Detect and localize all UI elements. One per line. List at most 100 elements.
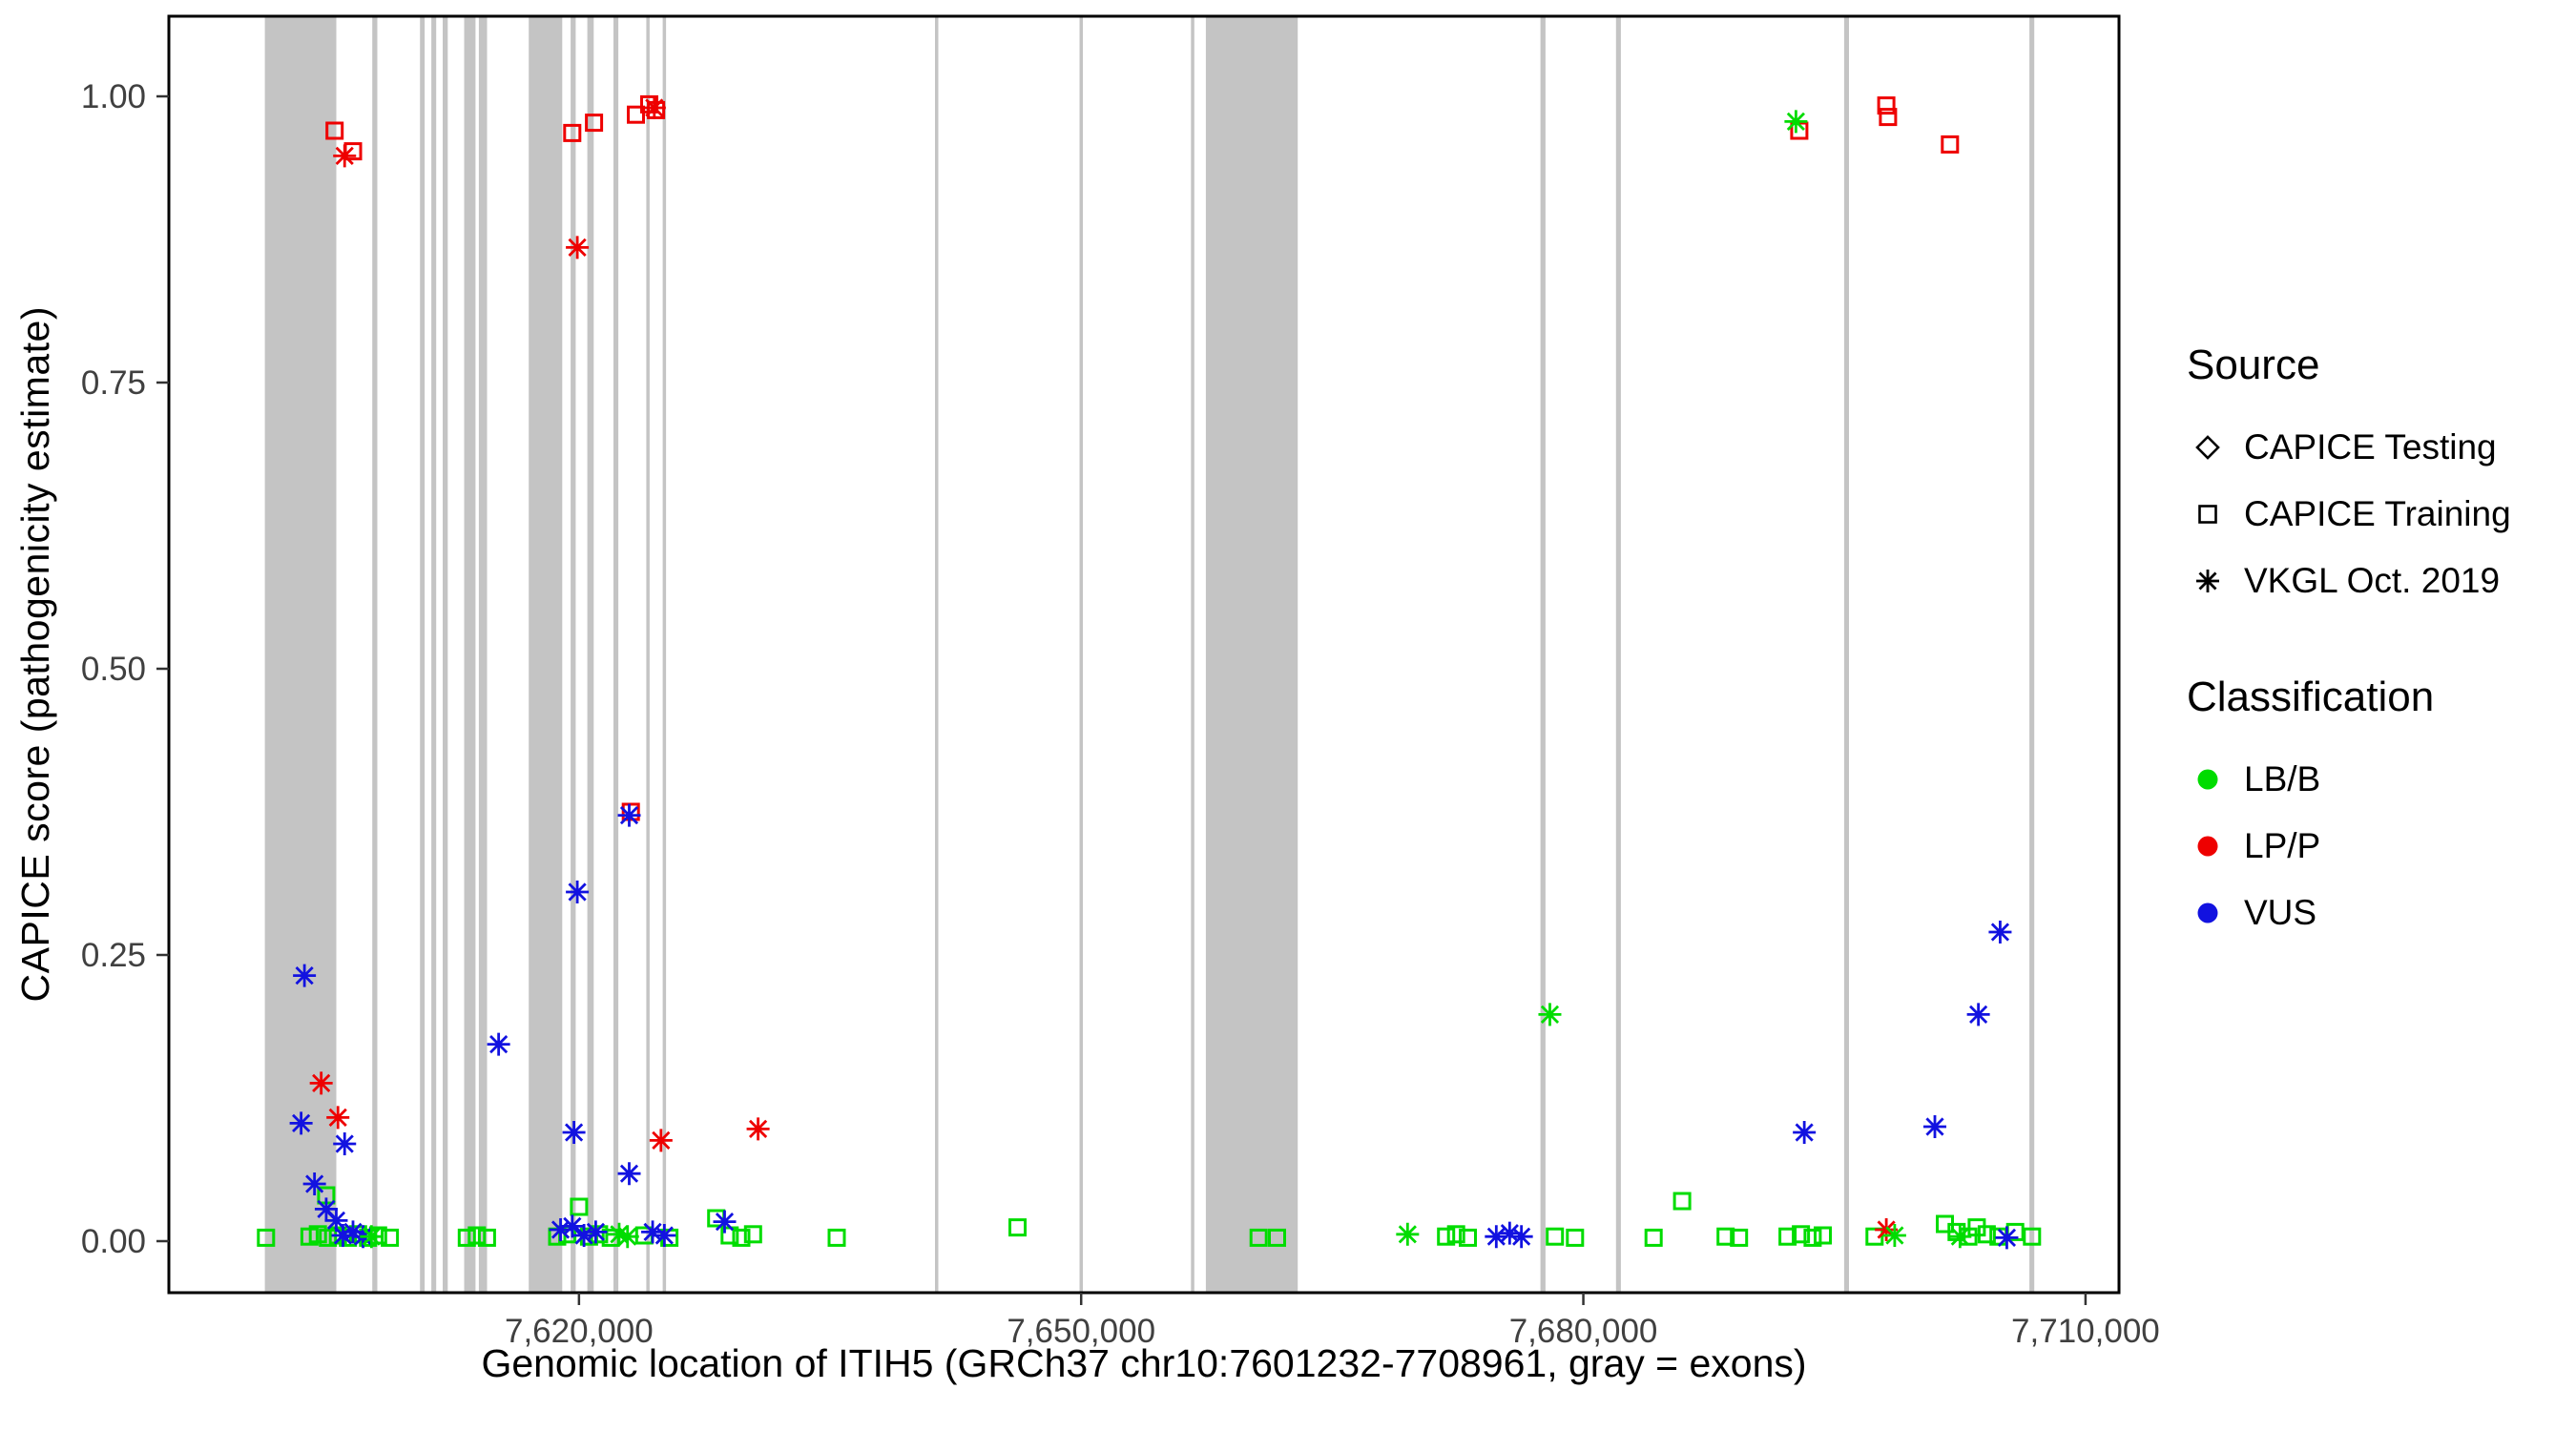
data-point-asterisk <box>562 1121 586 1144</box>
y-tick-label: 0.25 <box>81 937 146 974</box>
exon-band <box>1079 16 1083 1293</box>
data-point-square <box>1249 1228 1268 1247</box>
data-point-square <box>1730 1228 1749 1247</box>
legend-item-vus: VUS <box>2187 880 2568 946</box>
data-point-square <box>1877 96 1896 115</box>
y-tick-label: 0.75 <box>81 364 146 402</box>
data-point-asterisk <box>1485 1225 1508 1249</box>
data-point-asterisk <box>341 1220 364 1244</box>
data-point-asterisk <box>309 1071 333 1095</box>
data-point-asterisk <box>566 881 590 903</box>
y-tick-label: 0.50 <box>81 651 146 688</box>
data-point-square <box>308 1225 327 1244</box>
data-point-square <box>1459 1228 1477 1247</box>
data-point-asterisk <box>1498 1221 1522 1245</box>
data-point-square <box>585 114 604 133</box>
data-point-square <box>1268 1228 1286 1247</box>
data-point-square <box>1879 108 1898 127</box>
data-point-square <box>621 802 640 821</box>
data-point-asterisk <box>642 96 666 119</box>
data-point-square <box>1644 1228 1663 1247</box>
data-point-asterisk <box>1784 110 1808 134</box>
data-point-asterisk <box>746 1117 770 1141</box>
data-point-square <box>732 1228 751 1247</box>
legend-item-label: VUS <box>2244 893 2317 932</box>
y-axis-title: CAPICE score (pathogenicity estimate) <box>6 16 65 1293</box>
x-axis-title-text: Genomic location of ITIH5 (GRCh37 chr10:… <box>481 1341 1807 1385</box>
exon-band <box>1540 16 1546 1293</box>
exon-band <box>431 16 437 1293</box>
data-point-asterisk <box>1988 921 2012 944</box>
data-point-square <box>1716 1227 1735 1246</box>
data-point-square <box>1941 135 1960 154</box>
data-point-asterisk <box>333 144 357 168</box>
x-tick-label: 7,680,000 <box>1509 1313 1658 1350</box>
data-point-square <box>1814 1226 1832 1245</box>
legend-classification-title: Classification <box>2187 674 2435 720</box>
exon-band <box>264 16 337 1293</box>
data-point-square <box>477 1228 496 1247</box>
exon-band <box>571 16 576 1293</box>
data-point-square <box>1792 1225 1811 1244</box>
data-point-asterisk <box>584 1220 608 1244</box>
data-point-asterisk <box>560 1214 584 1238</box>
data-point-asterisk <box>487 1032 510 1056</box>
square-icon <box>2198 505 2217 524</box>
data-point-square <box>570 1197 589 1216</box>
data-point-square <box>647 100 666 119</box>
data-point-asterisk <box>549 1218 572 1241</box>
data-point-square <box>627 105 645 124</box>
legend-item-label: VKGL Oct. 2019 <box>2244 561 2501 600</box>
legend-item-label: LB/B <box>2244 759 2321 798</box>
data-point-asterisk <box>1793 1121 1817 1144</box>
exon-band <box>1205 16 1298 1293</box>
red-dot-icon <box>2197 836 2218 857</box>
data-point-square <box>563 123 582 142</box>
data-point-asterisk <box>1948 1225 1972 1249</box>
data-point-asterisk <box>653 1224 676 1247</box>
data-point-asterisk <box>1995 1226 2019 1250</box>
data-point-square <box>1865 1227 1884 1246</box>
data-point-square <box>743 1225 762 1244</box>
data-point-asterisk <box>617 1162 641 1186</box>
legend-item-lbb: LB/B <box>2187 746 2568 813</box>
blue-dot-icon <box>2197 902 2218 923</box>
data-point-square <box>319 1228 338 1247</box>
data-point-asterisk <box>331 1224 355 1247</box>
x-tick-label: 7,710,000 <box>2011 1313 2160 1350</box>
panel-border <box>167 14 2121 1295</box>
data-point-square <box>1977 1225 1996 1244</box>
data-point-square <box>1778 1227 1797 1246</box>
exon-band <box>613 16 619 1293</box>
data-point-asterisk <box>293 964 317 987</box>
asterisk-icon <box>2196 570 2219 592</box>
data-point-asterisk <box>333 1132 357 1155</box>
data-point-asterisk <box>1509 1225 1533 1249</box>
exon-band <box>1843 16 1849 1293</box>
data-point-asterisk <box>566 236 590 259</box>
exon-band <box>372 16 378 1293</box>
exon-band <box>2029 16 2035 1293</box>
data-point-square <box>325 121 344 140</box>
diamond-icon <box>2195 435 2220 460</box>
data-point-asterisk <box>1875 1218 1899 1241</box>
y-axis-title-text: CAPICE score (pathogenicity estimate) <box>12 306 57 1003</box>
x-tick-label: 7,650,000 <box>1007 1313 1155 1350</box>
data-point-asterisk <box>713 1210 737 1234</box>
data-point-asterisk <box>302 1172 326 1195</box>
exon-band <box>662 16 667 1293</box>
data-point-square <box>1008 1218 1027 1237</box>
data-point-asterisk <box>607 1222 631 1246</box>
legend: Source CAPICE Testing CAPICE Training VK… <box>2187 342 2568 946</box>
data-point-asterisk <box>615 1225 639 1249</box>
data-point-square <box>1437 1227 1456 1246</box>
data-point-square <box>1803 1228 1822 1247</box>
legend-item-label: CAPICE Training <box>2244 494 2511 533</box>
exon-band <box>529 16 563 1293</box>
x-axis-title: Genomic location of ITIH5 (GRCh37 chr10:… <box>169 1341 2119 1386</box>
green-dot-icon <box>2197 769 2218 790</box>
data-point-square <box>2023 1227 2042 1246</box>
exon-band <box>420 16 426 1293</box>
data-point-asterisk <box>1923 1115 1946 1138</box>
